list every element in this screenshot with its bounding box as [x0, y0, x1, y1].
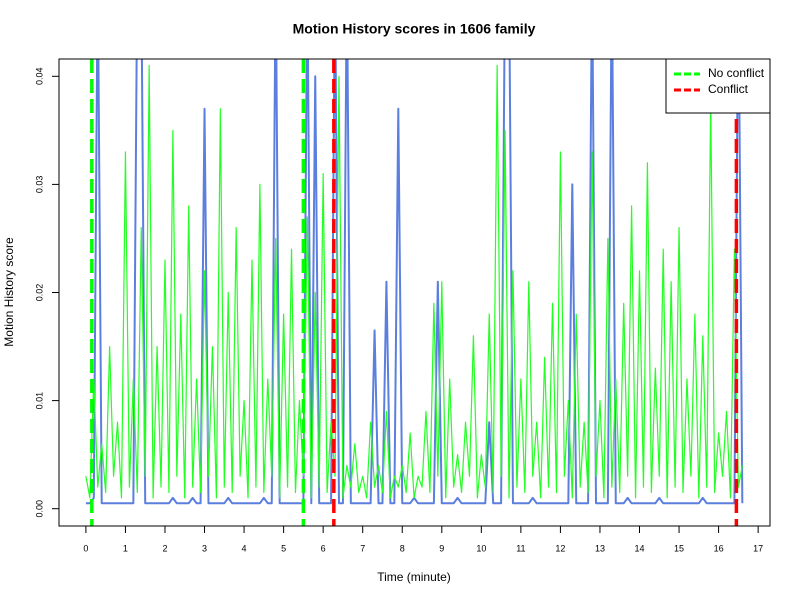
chart-title: Motion History scores in 1606 family: [293, 21, 536, 37]
y-tick-label: 0.01: [34, 392, 44, 410]
y-tick-label: 0.00: [34, 500, 44, 518]
legend-label: Conflict: [708, 82, 749, 96]
x-tick-label: 4: [242, 543, 247, 553]
y-tick-label: 0.02: [34, 284, 44, 302]
x-tick-label: 11: [516, 543, 525, 553]
legend-box: [665, 58, 771, 114]
x-tick-label: 15: [674, 543, 684, 553]
x-tick-label: 7: [360, 543, 365, 553]
y-axis-label: Motion History score: [2, 237, 16, 347]
x-tick-label: 3: [202, 543, 207, 553]
x-tick-label: 10: [476, 543, 486, 553]
x-axis-label: Time (minute): [377, 570, 451, 584]
x-tick-label: 14: [634, 543, 644, 553]
x-tick-label: 12: [555, 543, 565, 553]
x-tick-label: 6: [321, 543, 326, 553]
y-tick-label: 0.03: [34, 176, 44, 194]
x-tick-label: 16: [714, 543, 724, 553]
x-tick-label: 1: [123, 543, 128, 553]
legend-label: No conflict: [708, 66, 765, 80]
data-line: [85, 64, 743, 499]
x-tick-label: 17: [753, 543, 763, 553]
plot-area: [85, 59, 744, 526]
x-tick-label: 9: [439, 543, 444, 553]
y-tick-label: 0.04: [34, 68, 44, 86]
x-tick-label: 2: [162, 543, 167, 553]
x-tick-label: 0: [83, 543, 88, 553]
x-tick-label: 13: [595, 543, 605, 553]
x-tick-label: 8: [400, 543, 405, 553]
x-tick-label: 5: [281, 543, 286, 553]
